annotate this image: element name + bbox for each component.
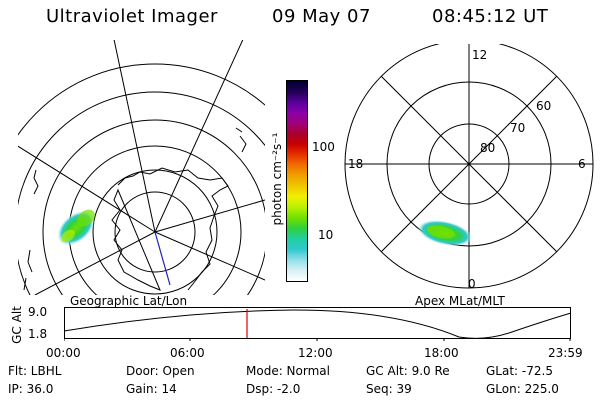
- door-info: Door: Open: [126, 364, 195, 378]
- magnetic-map-label: Apex MLat/MLT: [415, 294, 505, 308]
- filter-info: Flt: LBHL: [8, 364, 62, 378]
- aurora-emission: [427, 225, 455, 239]
- time-label: 08:45:12 UT: [432, 6, 549, 27]
- meridian: [34, 231, 156, 295]
- altitude-tick-min: 1.8: [28, 327, 48, 341]
- gain-info: Gain: 14: [126, 382, 177, 396]
- aurora-emission: [61, 229, 75, 243]
- colorbar: [286, 80, 308, 282]
- altitude-tick-max: 9.0: [28, 305, 48, 319]
- mlat-label-60: 60: [536, 99, 551, 113]
- meridian: [154, 199, 265, 233]
- lat-circle: [114, 191, 196, 273]
- mlt-label-12: 12: [472, 48, 487, 62]
- colorbar-tick-100: 100: [312, 140, 335, 154]
- time-tick-0000: 00:00: [46, 346, 81, 360]
- altitude-axis-label: GC Alt: [10, 306, 24, 344]
- meridian: [113, 40, 156, 233]
- time-tick-0600: 06:00: [170, 346, 205, 360]
- colorbar-unit-label: photon cm⁻²s⁻¹: [270, 132, 284, 226]
- mlt-line: [380, 75, 558, 253]
- instrument-title: Ultraviolet Imager: [46, 6, 218, 27]
- coastline: [23, 127, 247, 291]
- aurora-emission: [77, 209, 95, 227]
- mlt-label-0: 0: [468, 277, 476, 291]
- glat-info: GLat: -72.5: [486, 364, 553, 378]
- meridian: [154, 40, 244, 233]
- lat-circle: [18, 91, 265, 295]
- dsp-info: Dsp: -2.0: [246, 382, 301, 396]
- seq-info: Seq: 39: [366, 382, 412, 396]
- mode-info: Mode: Normal: [246, 364, 330, 378]
- colorbar-tick-10: 10: [318, 228, 334, 242]
- time-tick-2359: 23:59: [548, 346, 583, 360]
- lat-circle: [92, 169, 218, 295]
- ip-info: IP: 36.0: [8, 382, 54, 396]
- lat-circle: [18, 63, 265, 136]
- lat-circle: [42, 119, 265, 295]
- magnetic-map: 12 18 6 0 80 70 60: [344, 44, 594, 291]
- nadir-track: [154, 231, 171, 286]
- meridian: [154, 231, 265, 281]
- altitude-curve: [64, 309, 572, 339]
- gc-alt-info: GC Alt: 9.0 Re: [366, 364, 450, 378]
- coastline: [111, 167, 229, 291]
- glon-info: GLon: 225.0: [486, 382, 559, 396]
- geographic-map-label: Geographic Lat/Lon: [70, 294, 188, 308]
- altitude-plot: [64, 307, 572, 341]
- time-tick-1200: 12:00: [298, 346, 333, 360]
- mlat-label-70: 70: [510, 121, 525, 135]
- geographic-map: [18, 40, 265, 295]
- mlt-label-6: 6: [578, 157, 586, 171]
- date-label: 09 May 07: [272, 6, 371, 27]
- mlt-label-18: 18: [348, 157, 363, 171]
- mlat-label-80: 80: [480, 141, 495, 155]
- time-tick-1800: 18:00: [424, 346, 459, 360]
